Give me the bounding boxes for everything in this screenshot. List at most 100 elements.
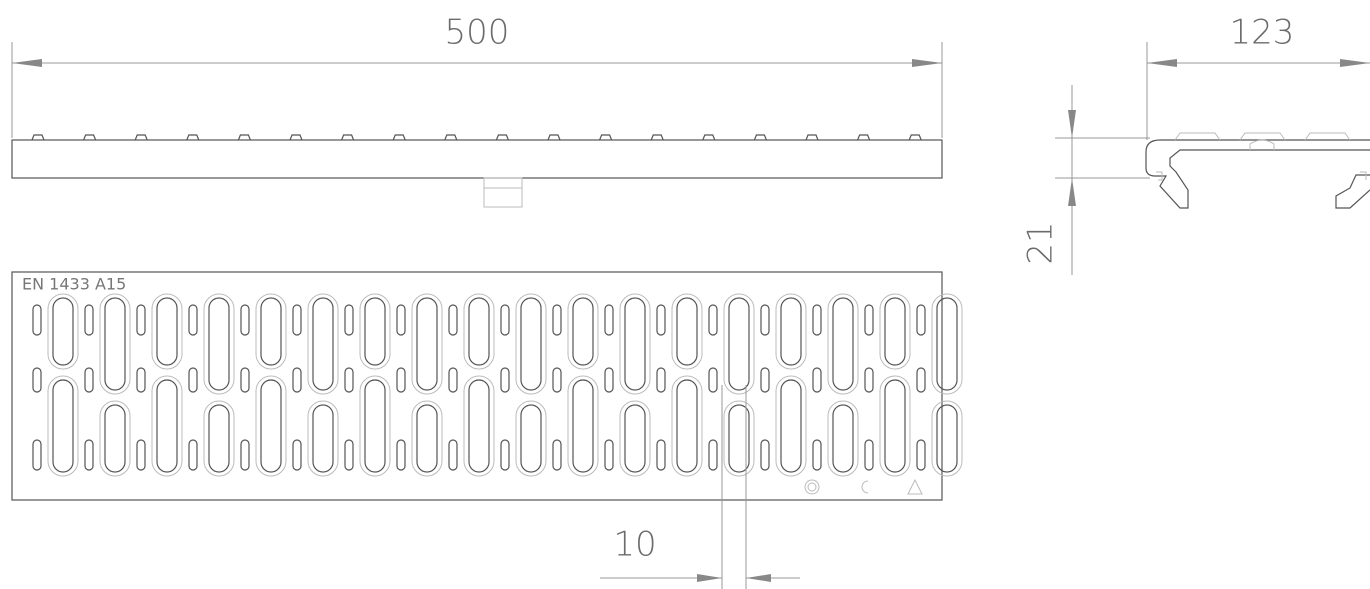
slot xyxy=(624,404,646,473)
slot xyxy=(307,400,339,477)
bump xyxy=(186,134,200,141)
slot xyxy=(99,400,131,477)
slot xyxy=(728,404,750,473)
slot xyxy=(671,375,703,477)
slot xyxy=(292,367,302,393)
slot xyxy=(312,297,334,391)
bump xyxy=(547,134,561,141)
slot xyxy=(188,439,198,471)
slot xyxy=(396,367,406,393)
arrow xyxy=(746,574,771,582)
slot xyxy=(708,439,718,471)
slot xyxy=(552,304,562,336)
bump xyxy=(495,134,509,141)
slot xyxy=(463,293,495,370)
clip xyxy=(483,177,523,208)
slot xyxy=(240,439,250,471)
arrow xyxy=(697,574,722,582)
end-profile xyxy=(1145,139,1370,209)
slot xyxy=(448,439,458,471)
slot xyxy=(520,297,542,391)
slot xyxy=(864,367,874,393)
plan-view xyxy=(11,271,943,501)
slot xyxy=(604,367,614,393)
slot xyxy=(708,367,718,393)
slot xyxy=(916,304,926,336)
slot xyxy=(879,293,911,370)
slot xyxy=(292,304,302,336)
slot xyxy=(619,293,651,395)
bump xyxy=(83,134,97,141)
slot xyxy=(619,400,651,477)
slot xyxy=(156,379,178,473)
slot xyxy=(448,304,458,336)
slot xyxy=(812,439,822,471)
slot xyxy=(624,297,646,391)
slot xyxy=(151,375,183,477)
slot xyxy=(84,367,94,393)
symbol xyxy=(907,478,923,495)
slot xyxy=(780,379,802,473)
length-dimension: 500 xyxy=(445,13,510,53)
slot xyxy=(32,439,42,471)
slot xyxy=(99,293,131,395)
slot xyxy=(500,304,510,336)
slot xyxy=(151,293,183,370)
slot xyxy=(728,297,750,391)
slot xyxy=(552,367,562,393)
slot xyxy=(515,400,547,477)
bump xyxy=(444,134,458,141)
width-dimension: 123 xyxy=(1230,13,1295,53)
slot xyxy=(156,297,178,366)
slot xyxy=(827,400,859,477)
slot xyxy=(364,379,386,473)
slot xyxy=(931,400,963,477)
slot xyxy=(723,293,755,395)
bump xyxy=(392,134,406,141)
bump xyxy=(805,134,819,141)
slot xyxy=(676,297,698,366)
slot xyxy=(775,375,807,477)
bump xyxy=(650,134,664,141)
slot xyxy=(520,404,542,473)
slot xyxy=(344,367,354,393)
slot xyxy=(864,304,874,336)
slot xyxy=(188,304,198,336)
slot xyxy=(864,439,874,471)
slot xyxy=(240,367,250,393)
slot xyxy=(203,400,235,477)
slot xyxy=(832,297,854,391)
arrow xyxy=(1340,59,1370,67)
bump xyxy=(857,134,871,141)
slot xyxy=(47,293,79,370)
slot xyxy=(84,304,94,336)
bump xyxy=(702,134,716,141)
slot xyxy=(136,439,146,471)
slot xyxy=(708,304,718,336)
bump xyxy=(237,134,251,141)
slot xyxy=(32,367,42,393)
slot xyxy=(936,404,958,473)
slot xyxy=(723,400,755,477)
arrow xyxy=(1068,178,1076,206)
slot xyxy=(292,439,302,471)
slot xyxy=(47,375,79,477)
slot xyxy=(760,304,770,336)
slot xyxy=(359,293,391,370)
slot xyxy=(500,367,510,393)
bump xyxy=(289,134,303,141)
marking: EN 1433 A15 xyxy=(22,275,126,294)
slot xyxy=(32,304,42,336)
symbol xyxy=(804,479,820,495)
slot xyxy=(884,379,906,473)
slot xyxy=(775,293,807,370)
slot xyxy=(312,404,334,473)
slot xyxy=(656,304,666,336)
slot xyxy=(411,293,443,395)
slot xyxy=(604,439,614,471)
slot xyxy=(52,297,74,366)
slot xyxy=(136,304,146,336)
slot xyxy=(448,367,458,393)
slot xyxy=(656,439,666,471)
